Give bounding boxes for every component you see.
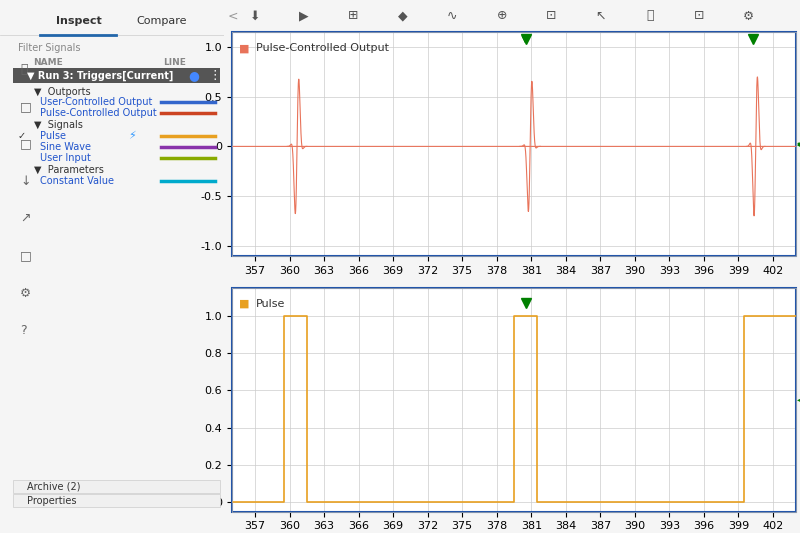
Text: Inspect: Inspect bbox=[55, 16, 102, 26]
Text: LINE: LINE bbox=[163, 58, 186, 67]
Text: NAME: NAME bbox=[34, 58, 63, 67]
Text: ?: ? bbox=[20, 324, 26, 337]
Text: Sine Wave: Sine Wave bbox=[40, 142, 91, 152]
Text: ●: ● bbox=[188, 69, 199, 82]
Text: Pulse: Pulse bbox=[256, 299, 285, 309]
Text: ■: ■ bbox=[238, 43, 250, 53]
Text: ◀: ◀ bbox=[797, 393, 800, 407]
Text: □: □ bbox=[20, 100, 32, 113]
Text: ＋: ＋ bbox=[20, 63, 27, 76]
Text: ∿: ∿ bbox=[447, 10, 458, 22]
Text: Archive (2): Archive (2) bbox=[27, 482, 80, 491]
Text: ↖: ↖ bbox=[595, 10, 606, 22]
Text: ⚡: ⚡ bbox=[128, 131, 135, 141]
Text: ⊞: ⊞ bbox=[348, 10, 359, 22]
Text: Filter Signals: Filter Signals bbox=[18, 43, 81, 53]
Text: User-Controlled Output: User-Controlled Output bbox=[40, 98, 153, 107]
Text: ⊡: ⊡ bbox=[546, 10, 557, 22]
Text: ▶: ▶ bbox=[299, 10, 309, 22]
Text: ⚙: ⚙ bbox=[743, 10, 754, 22]
Text: <: < bbox=[228, 10, 238, 22]
Text: Properties: Properties bbox=[27, 496, 76, 506]
Text: ↗: ↗ bbox=[20, 212, 30, 225]
Text: ◀: ◀ bbox=[797, 137, 800, 151]
Text: ↓: ↓ bbox=[20, 175, 30, 188]
Text: ⚙: ⚙ bbox=[20, 287, 31, 300]
Text: Constant Value: Constant Value bbox=[40, 176, 114, 186]
Text: ▼  Outports: ▼ Outports bbox=[34, 87, 90, 96]
Text: ⤢: ⤢ bbox=[646, 10, 654, 22]
Text: ⬇: ⬇ bbox=[250, 10, 260, 22]
Text: □: □ bbox=[20, 249, 32, 262]
Text: ▼  Parameters: ▼ Parameters bbox=[34, 165, 103, 175]
Text: □: □ bbox=[20, 138, 32, 150]
Text: ■: ■ bbox=[238, 299, 250, 309]
Text: ✓: ✓ bbox=[18, 131, 26, 141]
Text: ⊡: ⊡ bbox=[694, 10, 705, 22]
Text: ◆: ◆ bbox=[398, 10, 408, 22]
Text: ▼ Run 3: Triggers[Current]: ▼ Run 3: Triggers[Current] bbox=[27, 70, 174, 81]
Text: ▼  Signals: ▼ Signals bbox=[34, 120, 82, 130]
Text: ⊕: ⊕ bbox=[497, 10, 507, 22]
Text: Pulse-Controlled Output: Pulse-Controlled Output bbox=[40, 108, 157, 118]
Text: User Input: User Input bbox=[40, 154, 91, 163]
Text: ⋮: ⋮ bbox=[208, 69, 221, 82]
Text: Compare: Compare bbox=[136, 16, 186, 26]
Text: Pulse-Controlled Output: Pulse-Controlled Output bbox=[256, 43, 389, 53]
Text: Pulse: Pulse bbox=[40, 131, 66, 141]
